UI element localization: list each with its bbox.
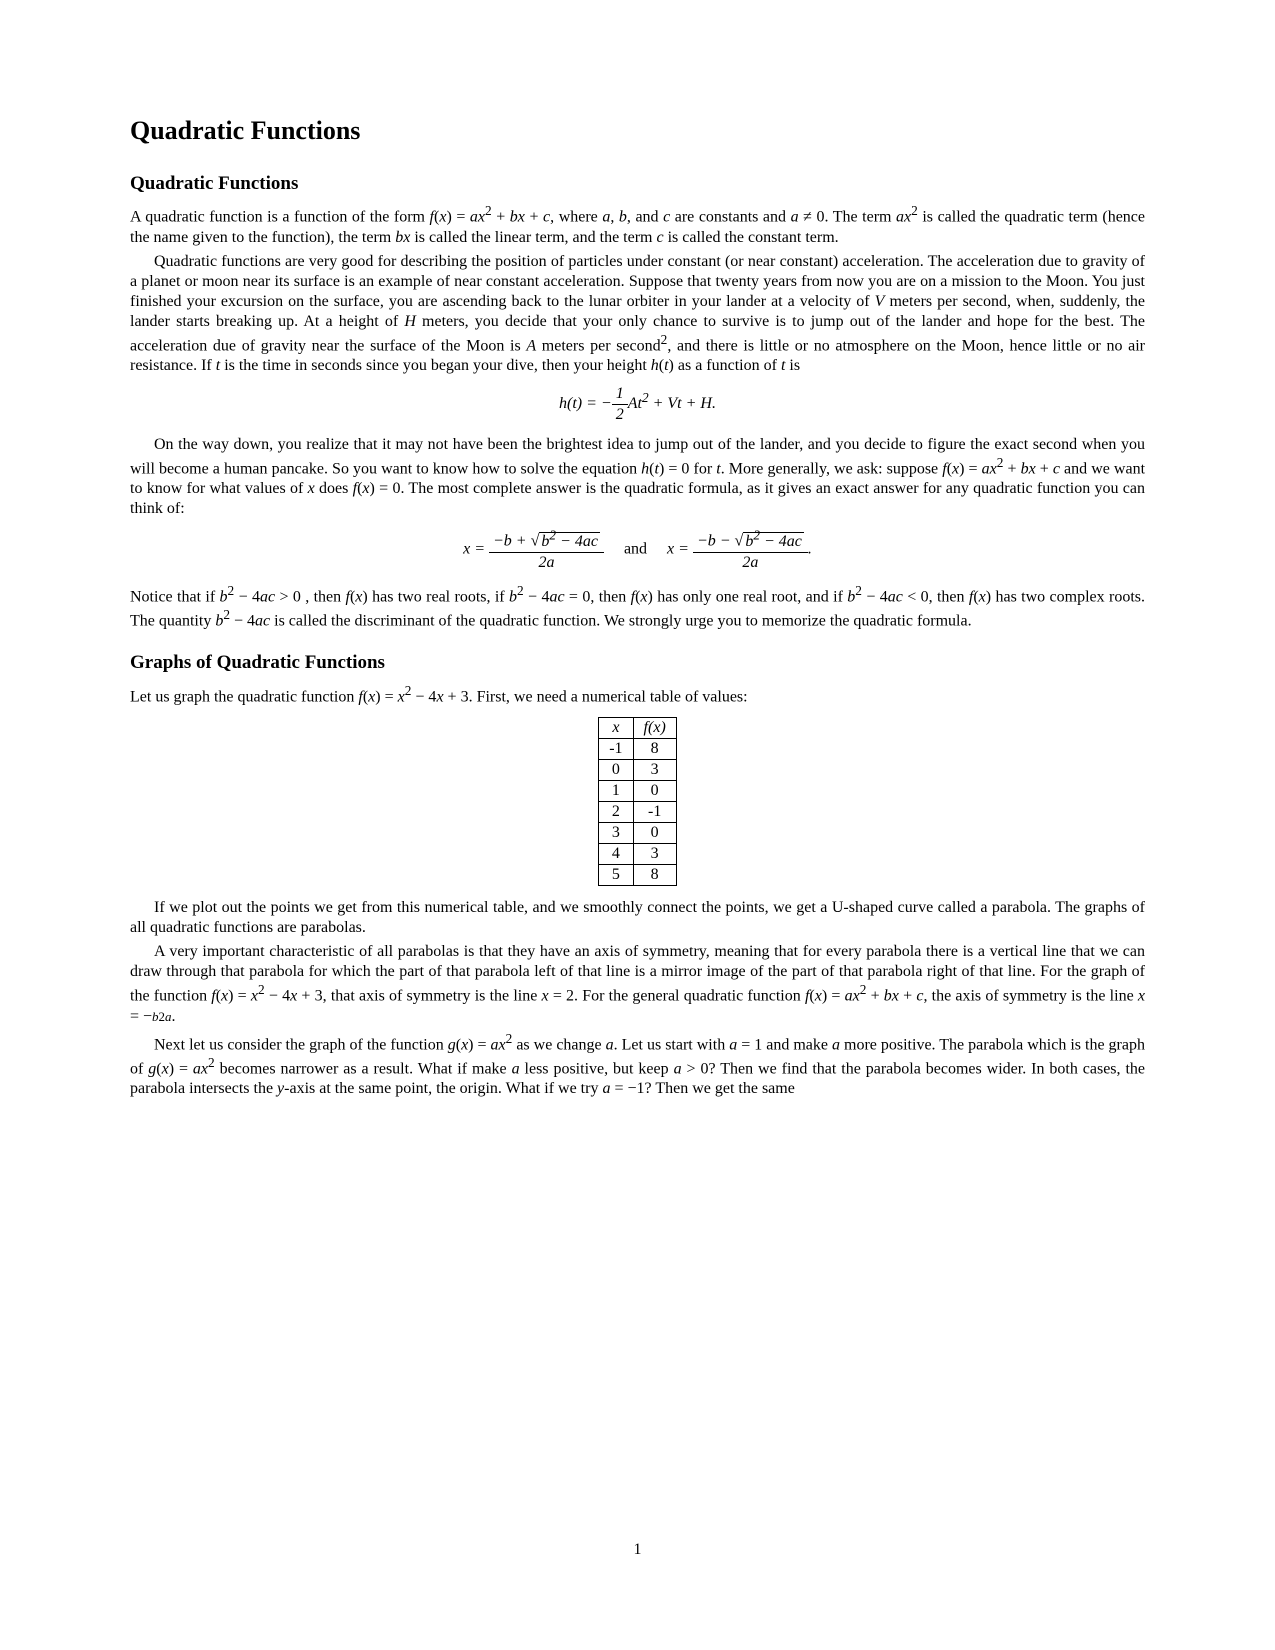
and-label: and xyxy=(624,541,647,558)
equation-height-function: h(t) = −12At2 + Vt + H. xyxy=(130,384,1145,425)
table-cell: 3 xyxy=(599,823,633,844)
paragraph: A very important characteristic of all p… xyxy=(130,942,1145,1026)
table-row: 10 xyxy=(599,781,677,802)
table-cell: -1 xyxy=(599,739,633,760)
table-header-fx: f(x) xyxy=(633,718,676,739)
table-header-x: x xyxy=(599,718,633,739)
paragraph: Let us graph the quadratic function f(x)… xyxy=(130,683,1145,707)
table-row: 03 xyxy=(599,760,677,781)
paragraph: If we plot out the points we get from th… xyxy=(130,898,1145,938)
values-table: x f(x) -18 03 10 2-1 30 43 58 xyxy=(598,717,677,886)
table-cell: 0 xyxy=(633,823,676,844)
table-cell: 0 xyxy=(599,760,633,781)
table-cell: 3 xyxy=(633,844,676,865)
table-cell: 3 xyxy=(633,760,676,781)
table-cell: 5 xyxy=(599,865,633,886)
table-row: 43 xyxy=(599,844,677,865)
paragraph: A quadratic function is a function of th… xyxy=(130,203,1145,247)
equation-quadratic-formula: x = −b + √b2 − 4ac2a and x = −b − √b2 − … xyxy=(130,527,1145,572)
table-row: -18 xyxy=(599,739,677,760)
table-row: 2-1 xyxy=(599,802,677,823)
table-cell: 4 xyxy=(599,844,633,865)
page-number: 1 xyxy=(0,1540,1275,1560)
table-row: 30 xyxy=(599,823,677,844)
table-cell: 2 xyxy=(599,802,633,823)
paragraph: On the way down, you realize that it may… xyxy=(130,435,1145,519)
section-heading-1: Quadratic Functions xyxy=(130,172,1145,196)
section-heading-2: Graphs of Quadratic Functions xyxy=(130,651,1145,675)
paragraph: Quadratic functions are very good for de… xyxy=(130,252,1145,376)
paragraph: Next let us consider the graph of the fu… xyxy=(130,1031,1145,1100)
table-cell: 0 xyxy=(633,781,676,802)
table-header-row: x f(x) xyxy=(599,718,677,739)
table-cell: 8 xyxy=(633,865,676,886)
table-cell: 1 xyxy=(599,781,633,802)
table-cell: -1 xyxy=(633,802,676,823)
paragraph: Notice that if b2 − 4ac > 0 , then f(x) … xyxy=(130,583,1145,632)
table-row: 58 xyxy=(599,865,677,886)
page-title: Quadratic Functions xyxy=(130,115,1145,148)
table-cell: 8 xyxy=(633,739,676,760)
